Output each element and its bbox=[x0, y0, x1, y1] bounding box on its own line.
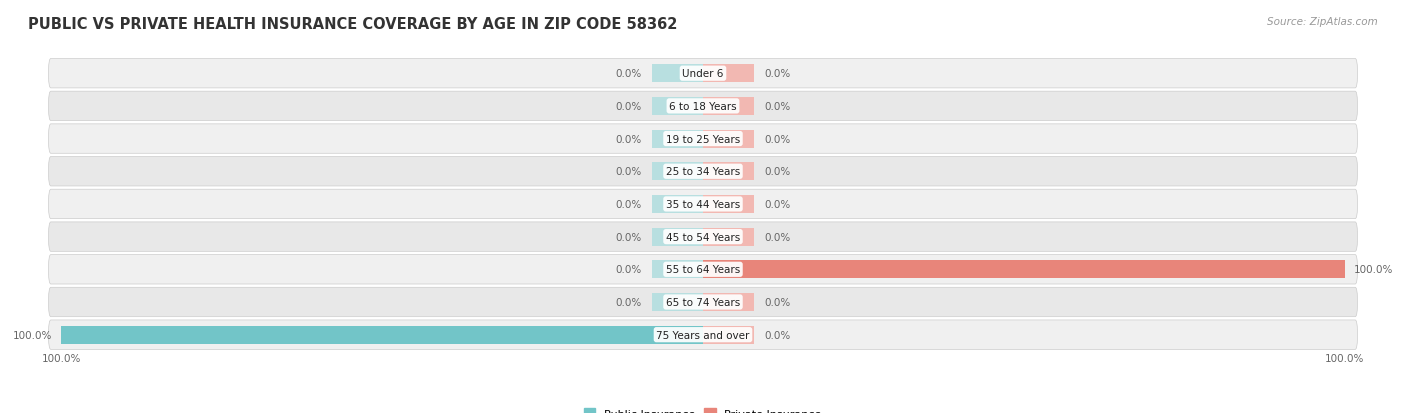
Text: 0.0%: 0.0% bbox=[616, 167, 643, 177]
Bar bbox=[651, 195, 703, 214]
Bar bbox=[651, 293, 703, 311]
Text: Source: ZipAtlas.com: Source: ZipAtlas.com bbox=[1267, 17, 1378, 26]
Text: 0.0%: 0.0% bbox=[763, 330, 790, 340]
Text: 100.0%: 100.0% bbox=[13, 330, 52, 340]
Text: 0.0%: 0.0% bbox=[763, 199, 790, 209]
Text: 0.0%: 0.0% bbox=[616, 69, 643, 79]
Text: 75 Years and over: 75 Years and over bbox=[657, 330, 749, 340]
Text: 0.0%: 0.0% bbox=[763, 232, 790, 242]
Bar bbox=[62, 326, 703, 344]
FancyBboxPatch shape bbox=[49, 190, 1357, 219]
Text: 100.0%: 100.0% bbox=[1324, 353, 1364, 363]
Text: 45 to 54 Years: 45 to 54 Years bbox=[666, 232, 740, 242]
Text: PUBLIC VS PRIVATE HEALTH INSURANCE COVERAGE BY AGE IN ZIP CODE 58362: PUBLIC VS PRIVATE HEALTH INSURANCE COVER… bbox=[28, 17, 678, 31]
FancyBboxPatch shape bbox=[49, 287, 1357, 317]
Text: 0.0%: 0.0% bbox=[616, 265, 643, 275]
Legend: Public Insurance, Private Insurance: Public Insurance, Private Insurance bbox=[581, 405, 825, 413]
Bar bbox=[651, 261, 703, 279]
Text: 0.0%: 0.0% bbox=[763, 297, 790, 307]
Text: Under 6: Under 6 bbox=[682, 69, 724, 79]
Text: 0.0%: 0.0% bbox=[763, 134, 790, 144]
Bar bbox=[651, 97, 703, 116]
Text: 19 to 25 Years: 19 to 25 Years bbox=[666, 134, 740, 144]
Bar bbox=[703, 130, 755, 148]
Text: 0.0%: 0.0% bbox=[616, 134, 643, 144]
Text: 65 to 74 Years: 65 to 74 Years bbox=[666, 297, 740, 307]
Bar bbox=[703, 65, 755, 83]
Text: 0.0%: 0.0% bbox=[616, 102, 643, 112]
Bar bbox=[703, 326, 755, 344]
Text: 0.0%: 0.0% bbox=[763, 69, 790, 79]
FancyBboxPatch shape bbox=[49, 255, 1357, 284]
Text: 0.0%: 0.0% bbox=[616, 232, 643, 242]
FancyBboxPatch shape bbox=[49, 320, 1357, 349]
Bar bbox=[651, 163, 703, 181]
FancyBboxPatch shape bbox=[49, 125, 1357, 154]
Bar bbox=[651, 65, 703, 83]
Bar bbox=[703, 293, 755, 311]
Text: 0.0%: 0.0% bbox=[763, 167, 790, 177]
FancyBboxPatch shape bbox=[49, 157, 1357, 187]
Bar bbox=[703, 163, 755, 181]
FancyBboxPatch shape bbox=[49, 222, 1357, 252]
Text: 35 to 44 Years: 35 to 44 Years bbox=[666, 199, 740, 209]
Text: 100.0%: 100.0% bbox=[42, 353, 82, 363]
Bar bbox=[703, 97, 755, 116]
Text: 0.0%: 0.0% bbox=[616, 297, 643, 307]
Bar bbox=[651, 228, 703, 246]
Text: 55 to 64 Years: 55 to 64 Years bbox=[666, 265, 740, 275]
Bar bbox=[703, 261, 1344, 279]
FancyBboxPatch shape bbox=[49, 59, 1357, 89]
Text: 0.0%: 0.0% bbox=[763, 102, 790, 112]
Text: 25 to 34 Years: 25 to 34 Years bbox=[666, 167, 740, 177]
Bar bbox=[703, 228, 755, 246]
FancyBboxPatch shape bbox=[49, 92, 1357, 121]
Bar bbox=[651, 130, 703, 148]
Text: 6 to 18 Years: 6 to 18 Years bbox=[669, 102, 737, 112]
Bar bbox=[703, 195, 755, 214]
Text: 0.0%: 0.0% bbox=[616, 199, 643, 209]
Text: 100.0%: 100.0% bbox=[1354, 265, 1393, 275]
